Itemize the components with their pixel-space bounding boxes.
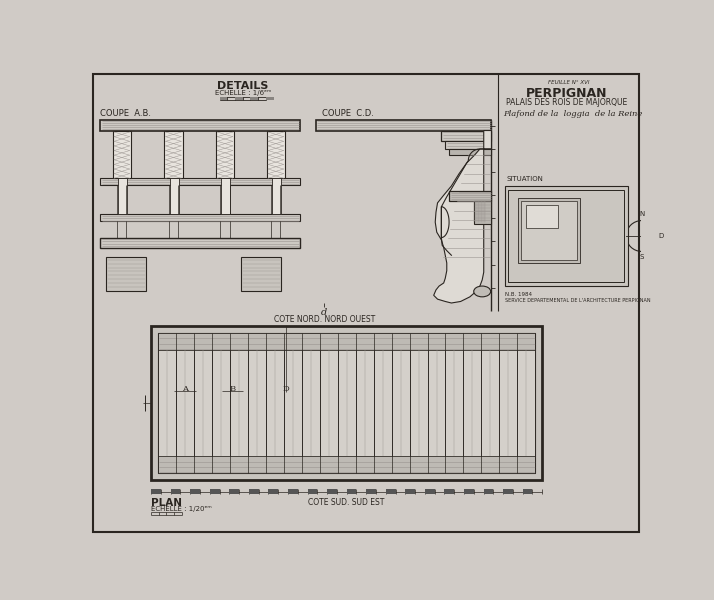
Bar [428, 350, 446, 456]
Bar [241, 257, 281, 292]
Bar [483, 490, 493, 494]
Bar [503, 490, 513, 494]
Bar [100, 178, 301, 185]
Bar [100, 238, 301, 248]
Bar [526, 205, 558, 229]
Bar [518, 197, 580, 263]
Text: B: B [230, 385, 236, 393]
Bar [425, 490, 435, 494]
Bar [373, 350, 391, 456]
Bar [481, 350, 499, 456]
Bar [170, 178, 178, 214]
Text: Plafond de la  loggia  de la Reine: Plafond de la loggia de la Reine [503, 110, 643, 118]
Bar [523, 490, 533, 494]
Bar [266, 97, 273, 100]
Bar [151, 326, 542, 480]
Bar [266, 131, 285, 178]
Bar [386, 490, 396, 494]
Bar [449, 149, 491, 155]
Text: PERPIGNAN: PERPIGNAN [526, 88, 608, 100]
Bar [266, 350, 283, 456]
Text: D: D [658, 233, 664, 239]
Bar [158, 333, 536, 473]
Bar [316, 120, 491, 131]
Bar [151, 490, 161, 494]
Bar [464, 490, 474, 494]
Bar [158, 350, 176, 456]
Bar [158, 456, 536, 473]
Ellipse shape [473, 286, 491, 297]
Text: D: D [283, 385, 289, 393]
Text: PALAIS DES ROIS DE MAJORQUE: PALAIS DES ROIS DE MAJORQUE [506, 98, 628, 107]
Bar [210, 490, 219, 494]
Bar [441, 131, 491, 141]
Bar [338, 350, 356, 456]
Text: N.B. 1984: N.B. 1984 [505, 292, 531, 297]
Bar [106, 257, 146, 292]
Text: A: A [182, 385, 188, 393]
Bar [164, 131, 183, 178]
Text: SERVICE DEPARTEMENTAL DE L'ARCHITECTURE PERPIGNAN: SERVICE DEPARTEMENTAL DE L'ARCHITECTURE … [505, 298, 650, 302]
Bar [473, 200, 491, 224]
Text: ECHELLE : 1/20ᵉᵐ: ECHELLE : 1/20ᵉᵐ [151, 506, 212, 512]
Text: PLAN: PLAN [151, 498, 182, 508]
Bar [366, 490, 376, 494]
Polygon shape [433, 131, 491, 303]
Bar [221, 178, 231, 214]
Bar [521, 200, 577, 260]
Bar [302, 350, 320, 456]
Bar [449, 191, 491, 200]
Text: ECHELLE : 1/6ᵉᵐ: ECHELLE : 1/6ᵉᵐ [214, 90, 271, 96]
Bar [446, 141, 491, 149]
Bar [100, 120, 301, 131]
Bar [194, 350, 212, 456]
Bar [118, 178, 127, 214]
Bar [347, 490, 356, 494]
Bar [308, 490, 317, 494]
Bar [249, 490, 258, 494]
Bar [171, 490, 181, 494]
Bar [100, 214, 301, 221]
Bar [505, 186, 628, 286]
Bar [190, 490, 200, 494]
Bar [248, 350, 266, 456]
Bar [410, 350, 428, 456]
Text: SITUATION: SITUATION [507, 176, 543, 182]
Bar [391, 350, 410, 456]
Bar [268, 490, 278, 494]
Text: COTE SUD. SUD EST: COTE SUD. SUD EST [308, 498, 385, 507]
Bar [320, 350, 338, 456]
Bar [272, 178, 281, 214]
Bar [288, 490, 298, 494]
Bar [327, 490, 337, 494]
Bar [176, 350, 194, 456]
Text: S: S [640, 254, 644, 260]
Bar [230, 350, 248, 456]
Bar [212, 350, 230, 456]
Bar [283, 350, 302, 456]
Text: DETAILS: DETAILS [217, 81, 268, 91]
Bar [251, 97, 258, 100]
Bar [216, 131, 234, 178]
Text: N: N [639, 211, 644, 217]
Text: COUPE  C.D.: COUPE C.D. [322, 109, 374, 118]
Text: FEUILLE N° XVI: FEUILLE N° XVI [548, 80, 589, 85]
Bar [518, 350, 536, 456]
Text: d: d [321, 308, 327, 317]
Bar [229, 490, 239, 494]
Bar [446, 350, 463, 456]
Bar [113, 131, 131, 178]
Bar [499, 350, 518, 456]
Bar [356, 350, 373, 456]
Text: COUPE  A.B.: COUPE A.B. [100, 109, 151, 118]
Bar [235, 97, 243, 100]
Bar [444, 490, 454, 494]
Bar [508, 190, 624, 282]
Bar [158, 333, 536, 350]
Bar [463, 350, 481, 456]
Bar [220, 97, 227, 100]
Bar [406, 490, 415, 494]
Text: COTE NORD. NORD OUEST: COTE NORD. NORD OUEST [273, 314, 375, 323]
